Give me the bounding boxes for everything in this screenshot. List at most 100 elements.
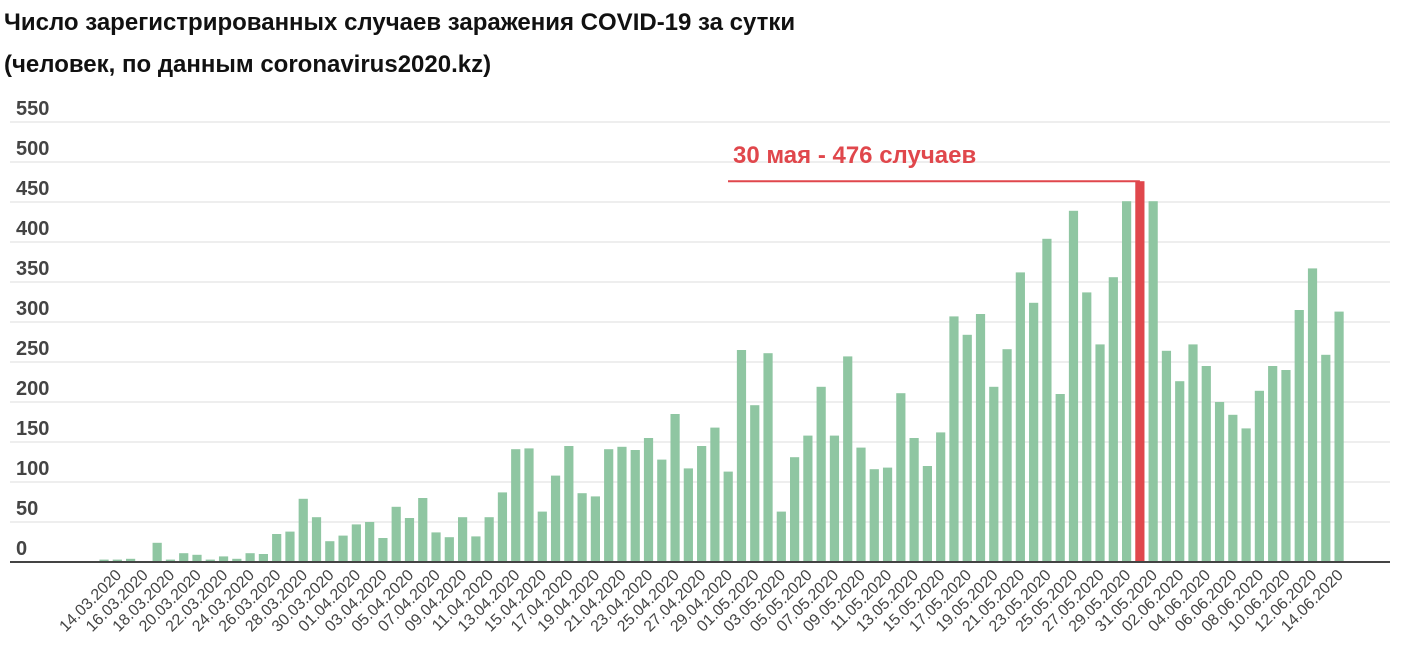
- bar: [272, 534, 282, 562]
- bar: [1214, 402, 1225, 562]
- bar: [1334, 311, 1344, 562]
- bar: [577, 493, 587, 562]
- bar: [431, 532, 441, 562]
- bar: [1029, 302, 1039, 562]
- bar: [776, 511, 786, 562]
- bar: [683, 468, 693, 562]
- bar: [882, 467, 893, 562]
- bar: [896, 393, 906, 562]
- bar: [1161, 350, 1172, 562]
- bar: [511, 449, 521, 562]
- bar: [1188, 344, 1198, 562]
- bar: [1082, 292, 1092, 562]
- bar: [736, 350, 747, 562]
- bar: [365, 522, 375, 562]
- bar: [1122, 201, 1132, 562]
- bar: [869, 469, 879, 562]
- bar: [697, 446, 707, 562]
- bar: [803, 435, 813, 562]
- bar: [391, 506, 401, 562]
- bar: [843, 356, 853, 562]
- bar: [936, 432, 946, 562]
- bar: [418, 498, 428, 562]
- bar: [856, 447, 866, 562]
- bar: [258, 554, 268, 562]
- bar: [1002, 349, 1012, 562]
- bar: [537, 511, 547, 562]
- bar: [1095, 344, 1105, 562]
- bar: [126, 558, 136, 562]
- bar: [630, 450, 640, 562]
- y-tick-label: 100: [16, 458, 49, 480]
- bar: [962, 334, 972, 562]
- bar: [1108, 277, 1118, 562]
- bar: [1148, 201, 1158, 562]
- bar: [1175, 381, 1185, 562]
- bar: [975, 314, 986, 562]
- bar: [1201, 366, 1211, 562]
- bar: [1068, 210, 1079, 563]
- y-tick-label: 550: [16, 98, 49, 120]
- bar: [218, 556, 229, 562]
- bar: [205, 559, 215, 562]
- bar: [325, 541, 335, 562]
- annotation: 30 мая - 476 случаев: [733, 142, 976, 169]
- bar: [1281, 370, 1291, 562]
- bar: [1268, 366, 1278, 562]
- bar: [1228, 414, 1238, 562]
- bar: [245, 553, 255, 562]
- chart-title: Число зарегистрированных случаев заражен…: [4, 9, 795, 36]
- y-tick-label: 250: [16, 338, 49, 360]
- bar: [949, 316, 959, 562]
- bar: [590, 496, 600, 562]
- bar: [763, 353, 773, 562]
- bar: [829, 435, 840, 562]
- bar: [1254, 390, 1264, 562]
- bar: [816, 386, 826, 562]
- bar: [1307, 268, 1318, 562]
- bar: [1241, 428, 1251, 562]
- bar: [1135, 181, 1145, 562]
- bar: [524, 448, 534, 562]
- bar: [484, 517, 494, 562]
- bar: [311, 517, 322, 562]
- bar: [710, 427, 720, 562]
- bar: [670, 414, 680, 562]
- bar: [1294, 310, 1304, 562]
- y-tick-label: 200: [16, 378, 49, 400]
- bar: [338, 535, 348, 562]
- bar: [497, 492, 508, 562]
- bar: [790, 457, 800, 562]
- y-tick-label: 350: [16, 258, 49, 280]
- bar: [112, 559, 122, 562]
- bar: [989, 386, 999, 562]
- bar: [604, 449, 614, 562]
- y-tick-label: 50: [16, 498, 38, 520]
- bar: [922, 466, 932, 562]
- bar: [232, 558, 242, 562]
- y-tick-label: 150: [16, 418, 49, 440]
- bar: [471, 536, 481, 562]
- bar: [1042, 238, 1052, 563]
- y-tick-label: 450: [16, 178, 49, 200]
- bar: [643, 438, 654, 562]
- bar: [1015, 272, 1025, 562]
- bar: [1055, 394, 1065, 562]
- bar: [564, 446, 574, 562]
- bar: [165, 559, 176, 562]
- bar: [152, 542, 162, 562]
- bar: [909, 438, 919, 562]
- y-tick-label: 400: [16, 218, 49, 240]
- bar: [404, 518, 415, 562]
- bar: [723, 471, 733, 562]
- bar: [351, 524, 361, 562]
- bar: [617, 446, 627, 562]
- bar: [444, 537, 454, 562]
- y-tick-label: 500: [16, 138, 49, 160]
- bar: [298, 498, 308, 562]
- y-tick-label: 0: [16, 538, 27, 560]
- bar: [750, 405, 760, 562]
- y-tick-label: 300: [16, 298, 49, 320]
- bar: [285, 531, 295, 562]
